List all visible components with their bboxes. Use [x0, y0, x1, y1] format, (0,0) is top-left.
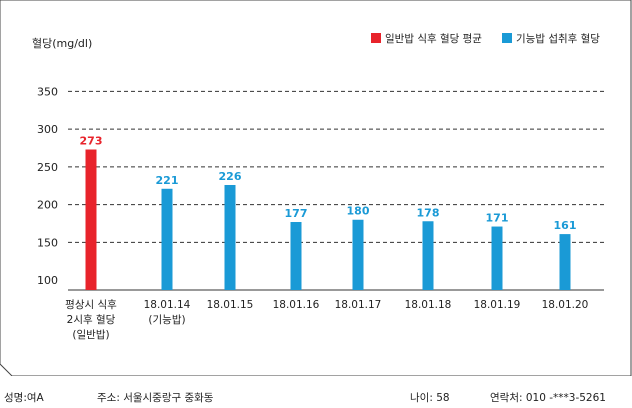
x-tick-label: 18.01.17 [335, 299, 382, 311]
x-tick-label: (기능밥) [148, 314, 185, 326]
y-tick-label: 350 [37, 85, 58, 98]
x-tick-label: 18.01.16 [273, 299, 320, 311]
y-tick-label: 100 [37, 274, 58, 287]
bar [491, 226, 503, 290]
bar [559, 234, 571, 290]
grid-layer: 100 150 200 250 300 350 [37, 85, 604, 291]
bar [85, 149, 97, 290]
bar [161, 188, 173, 290]
data-label: 180 [347, 205, 370, 218]
bar [224, 185, 236, 290]
y-tick-label: 300 [37, 123, 58, 136]
data-label: 178 [417, 206, 440, 219]
bar-layer [85, 149, 571, 290]
bar [290, 222, 302, 290]
legend: 일반밥 식후 혈당 평균 기능밥 섭취후 혈당 [371, 32, 600, 45]
x-tick-label: 18.01.18 [405, 299, 452, 311]
legend-label-regular: 일반밥 식후 혈당 평균 [385, 32, 482, 45]
x-tick-label: 2시후 혈당 [67, 313, 116, 326]
legend-swatch-regular [371, 33, 381, 43]
data-label: 171 [486, 212, 509, 225]
legend-swatch-functional [502, 33, 512, 43]
y-tick-label: 200 [37, 199, 58, 212]
chart-frame: 100 150 200 250 300 350 273 평상시 식후 2시후 혈당 (일반밥) 2… [0, 0, 632, 376]
data-label: 273 [80, 134, 103, 147]
data-label: 177 [285, 207, 308, 220]
x-tick-label: 18.01.20 [542, 299, 589, 311]
info-address: 주소: 서울시중랑구 중화동 [97, 392, 214, 404]
info-age: 나이: 58 [410, 392, 450, 404]
legend-label-functional: 기능밥 섭취후 혈당 [516, 32, 600, 45]
x-tick-label: 18.01.19 [474, 299, 521, 311]
x-tick-label: (일반밥) [72, 328, 109, 341]
data-label: 221 [156, 174, 179, 187]
y-tick-label: 250 [37, 161, 58, 174]
y-tick-label: 150 [37, 236, 58, 249]
x-tick-label: 평상시 식후 [65, 299, 117, 311]
bar [422, 221, 434, 290]
data-label: 226 [219, 170, 242, 183]
y-axis-label: 혈당(mg/dl) [32, 36, 92, 50]
info-contact: 연락처: 010 -***3-5261 [490, 392, 606, 404]
x-tick-label: 18.01.15 [207, 299, 254, 311]
bar [352, 219, 364, 290]
x-tick-label: 18.01.14 [144, 299, 191, 311]
data-label: 161 [554, 219, 577, 232]
label-layer: 273 평상시 식후 2시후 혈당 (일반밥) 221 18.01.14 (기능밥) 226 1… [65, 134, 588, 341]
info-name: 성명:여A [4, 392, 44, 404]
